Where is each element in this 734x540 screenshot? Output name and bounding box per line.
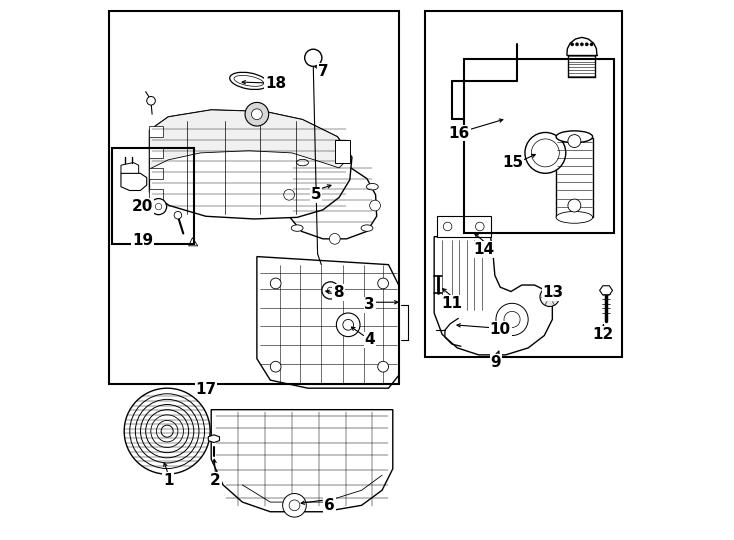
Polygon shape	[289, 153, 377, 239]
Bar	[150, 190, 163, 200]
Text: 10: 10	[490, 322, 511, 336]
Circle shape	[525, 132, 566, 173]
Circle shape	[378, 278, 388, 289]
Text: 11: 11	[441, 296, 462, 311]
Text: 16: 16	[448, 125, 470, 140]
Polygon shape	[208, 435, 219, 443]
Text: 9: 9	[490, 355, 501, 370]
Bar	[464, 59, 614, 233]
Ellipse shape	[361, 225, 373, 231]
Polygon shape	[257, 256, 399, 388]
Circle shape	[581, 43, 584, 46]
Bar	[109, 11, 399, 384]
Circle shape	[147, 97, 156, 105]
Circle shape	[570, 43, 574, 46]
Circle shape	[330, 233, 340, 244]
Text: 14: 14	[473, 242, 495, 257]
Circle shape	[156, 204, 161, 210]
Text: 20: 20	[132, 199, 153, 214]
Bar	[150, 126, 163, 137]
Text: 2: 2	[210, 473, 221, 488]
Text: 18: 18	[265, 76, 286, 91]
Text: 19: 19	[132, 233, 153, 248]
Circle shape	[575, 43, 578, 46]
Bar	[335, 140, 350, 163]
Polygon shape	[121, 173, 147, 191]
Bar	[437, 217, 490, 237]
Text: 1: 1	[163, 473, 173, 488]
Circle shape	[150, 199, 167, 215]
Text: 17: 17	[195, 382, 217, 397]
Polygon shape	[211, 410, 393, 512]
Circle shape	[476, 222, 484, 231]
Circle shape	[336, 313, 360, 336]
Circle shape	[270, 278, 281, 289]
Text: 12: 12	[593, 327, 614, 342]
Circle shape	[378, 361, 388, 372]
Circle shape	[568, 199, 581, 212]
Text: 13: 13	[542, 285, 564, 300]
Text: 5: 5	[310, 187, 321, 202]
Text: 15: 15	[503, 155, 523, 170]
Ellipse shape	[234, 76, 264, 86]
Ellipse shape	[291, 225, 303, 231]
Circle shape	[540, 287, 559, 307]
Bar	[556, 138, 592, 218]
Text: 7: 7	[318, 64, 328, 79]
Circle shape	[504, 312, 520, 327]
Bar	[112, 147, 194, 244]
Polygon shape	[600, 286, 612, 295]
Circle shape	[590, 43, 593, 46]
Circle shape	[305, 49, 322, 66]
Circle shape	[327, 287, 334, 294]
Polygon shape	[150, 110, 352, 219]
Circle shape	[270, 361, 281, 372]
Circle shape	[531, 139, 559, 167]
Ellipse shape	[366, 184, 378, 190]
Circle shape	[284, 190, 294, 200]
Circle shape	[496, 303, 528, 335]
Circle shape	[283, 494, 306, 517]
Text: 3: 3	[364, 298, 375, 313]
Ellipse shape	[230, 72, 268, 90]
Text: 8: 8	[333, 285, 344, 300]
Bar	[425, 11, 622, 357]
Polygon shape	[150, 110, 350, 169]
Circle shape	[174, 212, 181, 219]
Circle shape	[245, 103, 269, 126]
Polygon shape	[434, 237, 553, 355]
Circle shape	[289, 500, 300, 511]
Bar	[150, 147, 163, 158]
Circle shape	[585, 43, 589, 46]
Text: 6: 6	[324, 498, 335, 513]
Polygon shape	[121, 163, 139, 173]
Ellipse shape	[556, 212, 592, 223]
Circle shape	[252, 109, 262, 119]
Bar	[150, 168, 163, 179]
Circle shape	[322, 282, 339, 299]
Polygon shape	[189, 238, 197, 246]
Ellipse shape	[297, 159, 308, 166]
Circle shape	[568, 134, 581, 147]
Circle shape	[443, 222, 452, 231]
Ellipse shape	[556, 131, 592, 143]
Circle shape	[370, 200, 380, 211]
Text: 4: 4	[364, 332, 375, 347]
Circle shape	[343, 320, 354, 330]
